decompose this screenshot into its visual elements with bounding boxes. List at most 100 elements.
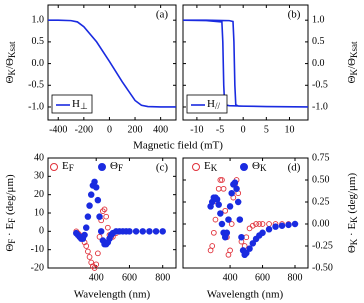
panel-label: (b): [288, 9, 301, 21]
legend-label: EK: [204, 160, 218, 174]
panel: 400 600 800 0.75 0.50 0.25 0.00 -0.25 -0.50 Wavel…: [182, 152, 359, 301]
x-axis-label: Magnetic field (mT): [133, 140, 223, 152]
x-tick-label: 600: [122, 272, 137, 283]
y-tick-label: -1.0: [312, 101, 328, 112]
y-axis-label-part: Θ: [346, 245, 358, 253]
data-point: [104, 224, 111, 231]
data-point: [249, 240, 257, 247]
plot-frame: [47, 4, 177, 121]
data-point: [259, 221, 266, 227]
x-tick-label: 0: [107, 124, 112, 135]
x-tick-label: 800: [155, 272, 170, 283]
y-tick-label: -1.0: [28, 101, 44, 112]
y-tick-label: -20: [31, 262, 44, 273]
data-point: [93, 261, 100, 268]
y-axis-label-part: (deg/μm): [4, 174, 16, 218]
y-tick-label: 0.5: [312, 36, 325, 47]
data-point: [159, 228, 166, 235]
data-point: [213, 196, 221, 203]
y-axis-label-part: /Θ: [4, 58, 16, 69]
legend-subscript: K: [260, 163, 267, 173]
y-axis-label-part: Θ: [4, 75, 16, 83]
y-tick-label: 1.0: [312, 14, 325, 25]
legend-subscript: F: [118, 163, 123, 173]
x-tick-label: -10: [190, 124, 203, 135]
y-tick-label: -10: [31, 244, 44, 255]
data-point: [101, 206, 108, 213]
y-axis-label-part: K: [7, 69, 17, 76]
data-point: [266, 221, 272, 227]
y-tick-label: 0.75: [312, 152, 330, 163]
data-point: [215, 201, 222, 208]
data-point: [96, 213, 103, 220]
panel-label: (c): [156, 162, 169, 174]
data-point: [215, 185, 222, 192]
data-point: [225, 216, 232, 223]
data-point: [228, 189, 235, 197]
data-point: [218, 220, 226, 228]
data-point: [227, 247, 233, 254]
y-axis-label-part: F: [7, 218, 17, 223]
data-point: [97, 228, 105, 235]
data-point: [246, 225, 253, 232]
legend-label: H//: [207, 98, 220, 112]
x-tick-label: -400: [49, 124, 67, 135]
x-tick-label: 10: [284, 124, 294, 135]
legend-label: EF: [62, 160, 74, 174]
legend-subscript: F: [69, 163, 74, 173]
legend-swatch: [192, 163, 200, 171]
data-point: [94, 196, 102, 204]
data-point: [291, 220, 299, 228]
data-point: [146, 228, 153, 235]
y-axis-label-part: K: [349, 216, 359, 223]
data-point: [92, 184, 100, 191]
y-axis-label-part: Θ: [346, 75, 358, 83]
legend-box: [186, 94, 228, 114]
legend-name: H: [207, 98, 215, 110]
plot-frame: [182, 157, 309, 269]
y-tick-label: 0.00: [312, 218, 330, 229]
data-point: [234, 198, 242, 206]
x-axis-label: Wavelength (nm): [207, 289, 284, 301]
y-tick-label: -0.5: [28, 80, 44, 91]
x-tick-label: 200: [128, 124, 143, 135]
plot-frame: [47, 157, 177, 269]
data-point: [243, 249, 250, 257]
data-point: [259, 229, 266, 237]
y-tick-label: 1.0: [32, 14, 45, 25]
panel-label: (d): [288, 162, 301, 174]
data-point: [272, 223, 279, 230]
data-point: [220, 185, 227, 192]
data-point: [249, 222, 256, 229]
data-point: [152, 228, 160, 235]
legend-swatch: [50, 163, 58, 171]
y-axis-label-part: K: [349, 69, 359, 76]
data-point: [126, 228, 133, 235]
data-point: [96, 233, 103, 240]
data-point: [228, 221, 235, 227]
panel: -10 -5 0 5 10 1.0 0.5 0.0 -0.5 -1.0 ΘK/ΘKsat (b) H//: [182, 4, 359, 135]
legend-swatch: [98, 163, 106, 171]
x-tick-label: -200: [75, 124, 93, 135]
legend-label: ΘK: [252, 160, 267, 174]
y-axis-label-part: Ksat: [7, 41, 17, 58]
data-point: [233, 185, 240, 193]
legend-name: Θ: [252, 160, 260, 172]
plot-frame: [182, 4, 309, 121]
data-point: [265, 226, 273, 233]
data-point: [222, 207, 229, 214]
legend-name: H: [72, 98, 80, 110]
x-axis-label: Wavelength (nm): [74, 289, 151, 301]
data-point: [87, 191, 95, 198]
y-tick-label: -0.25: [312, 240, 333, 251]
data-point: [91, 178, 98, 186]
y-tick-label: 20: [34, 189, 44, 200]
y-tick-label: 40: [34, 152, 44, 163]
legend-name: E: [204, 160, 211, 172]
y-axis-label-part: Θ: [4, 244, 16, 252]
y-tick-label: -0.5: [312, 80, 328, 91]
legend-subscript: ⊥: [80, 101, 88, 111]
x-tick-label: 800: [288, 272, 303, 283]
y-tick-label: 0: [39, 226, 44, 237]
y-tick-label: 0.0: [312, 58, 325, 69]
